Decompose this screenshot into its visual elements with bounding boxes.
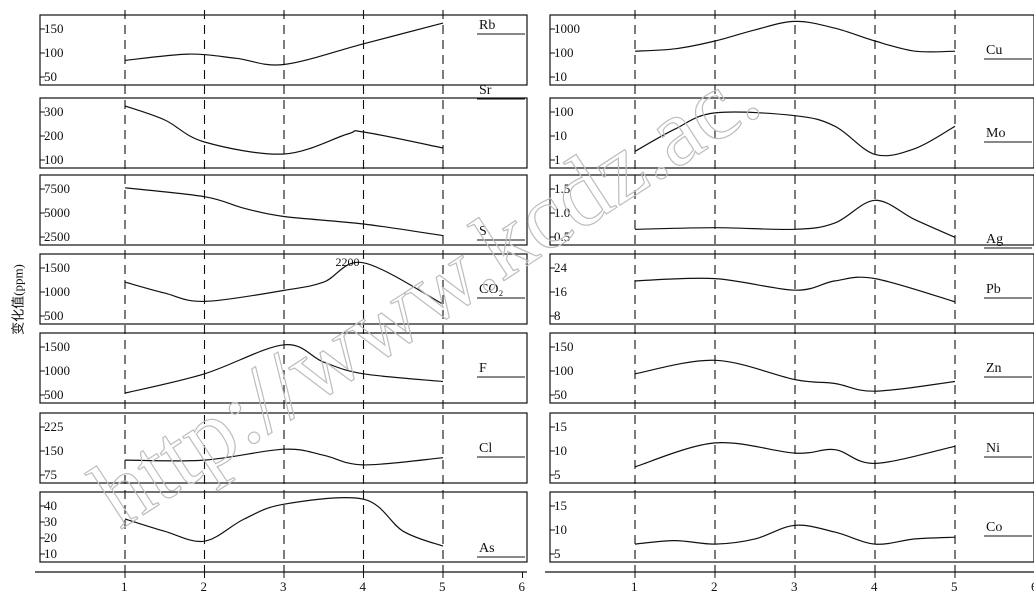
panel-frame <box>549 14 1034 86</box>
x-tick-label: 6 <box>519 579 526 594</box>
y-tick-label: 5000 <box>44 205 70 220</box>
y-tick-label: 100 <box>554 363 574 378</box>
y-tick-label: 500 <box>44 308 64 323</box>
y-tick-label: 150 <box>554 339 574 354</box>
y-tick-label: 7500 <box>44 181 70 196</box>
y-tick-label: 200 <box>44 128 64 143</box>
y-tick-label: 1 <box>554 152 561 167</box>
panel-co2: 1500 1000 500 CO₂ 2200 <box>39 253 528 325</box>
y-tick-label: 1.0 <box>554 205 570 220</box>
peak-annotation: 2200 <box>336 255 360 269</box>
y-tick-label: 1000 <box>44 363 70 378</box>
y-tick-label: 300 <box>44 104 64 119</box>
panel-frame <box>549 174 1034 246</box>
series-line-cu <box>634 20 956 53</box>
x-tick-label: 6 <box>1031 579 1034 594</box>
element-label: Co <box>986 520 1002 535</box>
y-tick-label: 30 <box>44 514 57 529</box>
x-tick-label: 2 <box>711 579 718 594</box>
panel-cl: 225 150 75 Cl <box>39 412 528 484</box>
y-tick-label: 15 <box>554 498 567 513</box>
series-line-zn <box>634 359 956 392</box>
element-label: Zn <box>986 361 1002 376</box>
y-tick-label: 75 <box>44 467 57 482</box>
x-tick-label: 3 <box>280 579 287 594</box>
y-tick-label: 1500 <box>44 339 70 354</box>
x-tick-label: 3 <box>791 579 798 594</box>
series-line-f <box>124 344 444 394</box>
x-tick-label: 5 <box>439 579 446 594</box>
series-line-pb <box>634 276 956 303</box>
y-tick-label: 225 <box>44 419 64 434</box>
series-line-co2 <box>124 261 444 305</box>
y-tick-label: 5 <box>554 546 561 561</box>
y-tick-label: 50 <box>44 69 57 84</box>
panel-mo: 100 10 1 Mo <box>549 97 1034 169</box>
element-label: Mo <box>986 126 1005 141</box>
y-tick-label: 150 <box>44 21 64 36</box>
y-tick-label: 100 <box>554 104 574 119</box>
y-tick-label: 1000 <box>44 284 70 299</box>
element-label: CO₂ <box>479 282 503 297</box>
element-label: Cu <box>986 43 1002 58</box>
element-label: Ni <box>986 441 1000 456</box>
y-tick-label: 100 <box>554 45 574 60</box>
y-tick-label: 1500 <box>44 260 70 275</box>
element-label: Sr <box>479 83 492 98</box>
element-label: Cl <box>479 441 492 456</box>
y-tick-label: 10 <box>554 128 567 143</box>
element-label: Rb <box>479 18 495 33</box>
y-tick-label: 5 <box>554 467 561 482</box>
y-tick-label: 16 <box>554 284 568 299</box>
series-line-mo <box>634 111 956 157</box>
element-label: S <box>479 224 487 239</box>
y-tick-label: 500 <box>44 387 64 402</box>
panel-sr: 300 200 100 Sr <box>39 83 528 169</box>
x-tick-label: 1 <box>121 579 128 594</box>
series-line-rb <box>124 22 444 66</box>
panel-ni: 15 10 5 Ni <box>549 412 1034 484</box>
y-tick-label: 50 <box>554 387 567 402</box>
panel-frame <box>549 491 1034 563</box>
y-tick-label: 10 <box>554 443 567 458</box>
element-label: F <box>479 361 487 376</box>
y-tick-label: 2500 <box>44 229 70 244</box>
y-tick-label: 40 <box>44 498 57 513</box>
panel-frame <box>549 253 1034 325</box>
y-tick-label: 24 <box>554 260 568 275</box>
y-tick-label: 1000 <box>554 21 580 36</box>
series-line-as <box>124 497 444 547</box>
y-tick-label: 100 <box>44 45 64 60</box>
element-label: Ag <box>986 232 1003 247</box>
y-tick-label: 0.5 <box>554 229 570 244</box>
x-tick-label: 4 <box>360 579 367 594</box>
series-line-s <box>124 187 444 237</box>
x-tick-label: 5 <box>951 579 958 594</box>
y-tick-label: 15 <box>554 419 567 434</box>
panel-zn: 150 100 50 Zn <box>549 332 1034 404</box>
y-tick-label: 10 <box>554 522 567 537</box>
y-tick-label: 1.5 <box>554 181 570 196</box>
y-tick-label: 100 <box>44 152 64 167</box>
y-tick-label: 10 <box>44 546 57 561</box>
y-tick-label: 10 <box>554 69 567 84</box>
y-tick-label: 150 <box>44 443 64 458</box>
x-tick-label: 4 <box>871 579 878 594</box>
panel-frame <box>549 332 1034 404</box>
panel-cu: 1000 100 10 Cu <box>549 14 1034 86</box>
x-tick-label: 2 <box>201 579 208 594</box>
element-label: As <box>479 541 495 556</box>
y-tick-label: 20 <box>44 530 57 545</box>
panel-co: 15 10 5 Co <box>549 491 1034 563</box>
series-line-cl <box>124 448 444 466</box>
element-label: Pb <box>986 282 1001 297</box>
panel-frame <box>549 412 1034 484</box>
panel-pb: 24 16 8 Pb <box>549 253 1034 325</box>
y-tick-label: 8 <box>554 308 561 323</box>
x-tick-label: 1 <box>631 579 638 594</box>
panel-frame <box>549 97 1034 169</box>
panel-ag: 1.5 1.0 0.5 Ag <box>549 174 1034 249</box>
series-line-ni <box>634 441 956 468</box>
